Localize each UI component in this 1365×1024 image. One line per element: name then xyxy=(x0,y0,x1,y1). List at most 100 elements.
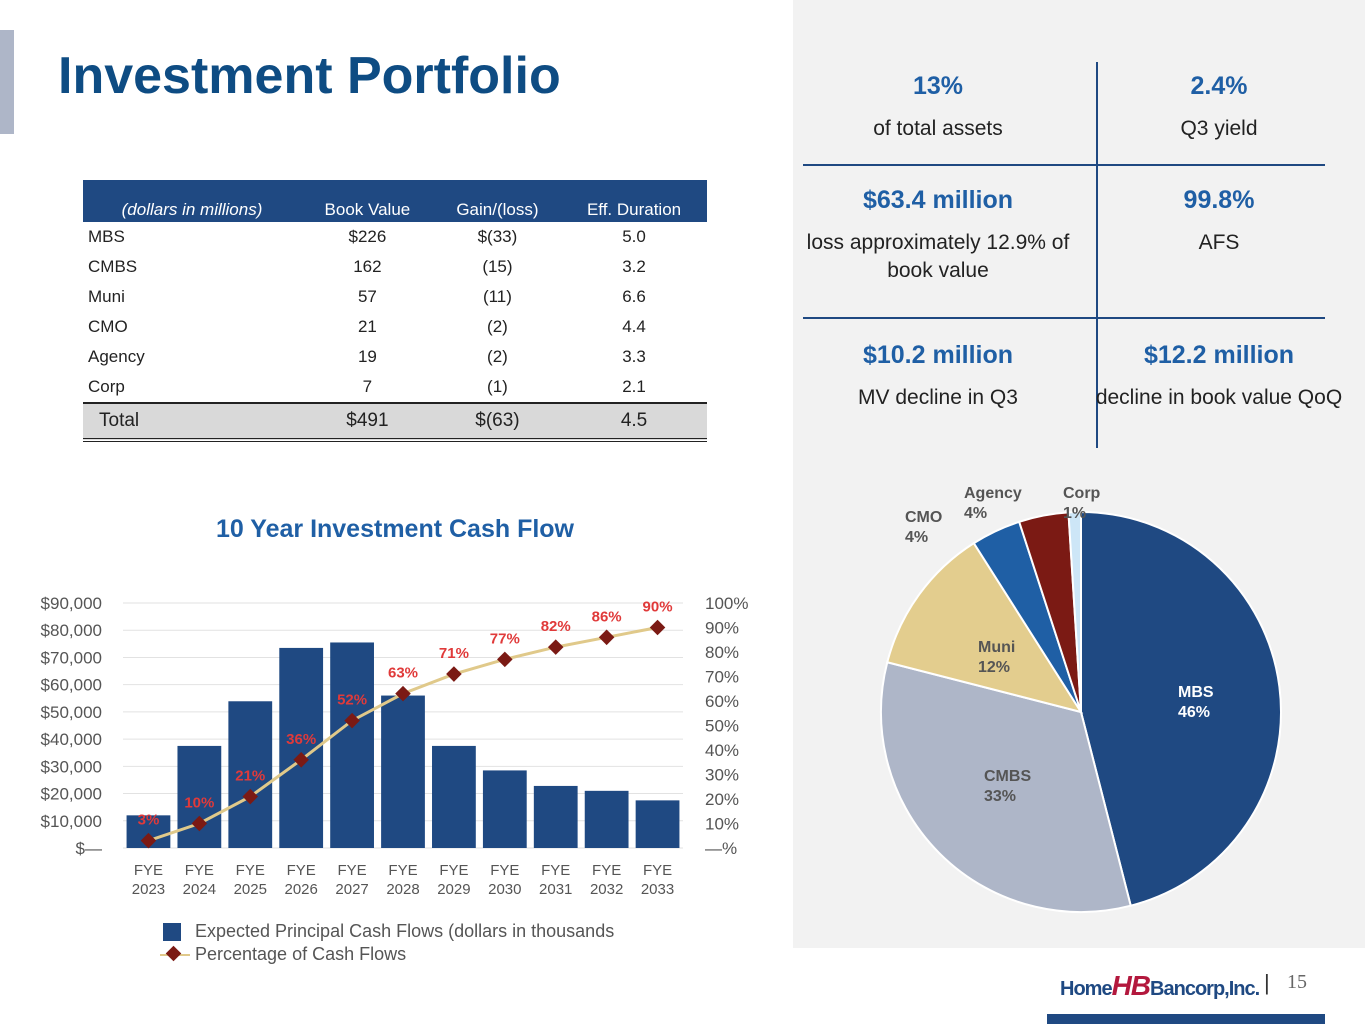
legend-item-line: Percentage of Cash Flows xyxy=(160,943,614,966)
x-category-label: 2023 xyxy=(132,881,165,898)
table-row: MBS $226 $(33) 5.0 xyxy=(83,222,707,252)
table-cell: 2.1 xyxy=(622,377,646,396)
percentage-data-label: 82% xyxy=(541,618,571,635)
x-category-label: 2033 xyxy=(641,881,674,898)
y-left-tick-label: $— xyxy=(76,839,102,858)
pie-slice-label: CMBS xyxy=(984,768,1031,785)
x-category-label: 2030 xyxy=(488,881,521,898)
table-cell: $491 xyxy=(301,402,434,442)
metric-q3-yield: 2.4% Q3 yield xyxy=(1084,72,1354,143)
cash-flow-bar xyxy=(482,770,527,848)
y-left-tick-label: $20,000 xyxy=(41,785,102,804)
footer-bar xyxy=(1047,1014,1325,1024)
portfolio-table: (dollars in millions) Book Value Gain/(l… xyxy=(83,180,707,442)
y-right-tick-label: 60% xyxy=(705,692,739,711)
table-cell: Agency xyxy=(88,347,145,366)
table-header: Gain/(loss) xyxy=(433,180,562,222)
metric-label: loss approximately 12.9% of book value xyxy=(806,231,1070,282)
table-cell: 5.0 xyxy=(622,227,646,246)
metrics-divider-horizontal xyxy=(803,164,1325,166)
table-cell: 4.5 xyxy=(561,402,707,442)
percentage-data-label: 77% xyxy=(490,630,520,647)
logo-mark: HB xyxy=(1111,970,1151,1001)
table-cell: (15) xyxy=(482,257,513,276)
cash-flow-bar xyxy=(533,785,578,848)
table-row: Muni 57 (11) 6.6 xyxy=(83,282,707,312)
table-cell: (11) xyxy=(482,287,512,306)
table-cell: 6.6 xyxy=(622,287,646,306)
percentage-marker xyxy=(497,651,513,668)
logo-text: Bancorp,Inc. xyxy=(1150,978,1260,1000)
y-right-tick-label: 30% xyxy=(705,766,739,785)
table-cell: $226 xyxy=(348,227,387,246)
x-category-label: FYE xyxy=(490,862,519,879)
percentage-marker xyxy=(344,712,360,729)
pie-slice-label: Agency xyxy=(964,485,1022,502)
metric-value: $10.2 million xyxy=(862,341,1014,369)
metric-label: AFS xyxy=(1198,231,1240,254)
table-row: Corp 7 (1) 2.1 xyxy=(83,372,707,403)
metric-label: Q3 yield xyxy=(1180,117,1258,140)
y-right-tick-label: —% xyxy=(705,839,737,858)
y-right-tick-label: 100% xyxy=(705,594,748,613)
table-cell: 162 xyxy=(353,257,382,276)
pie-slice-percent: 46% xyxy=(1178,704,1210,721)
portfolio-pie-chart: MBS 46% CMBS 33% Muni 12% CMO 4% Agency 4% Corp 1% xyxy=(880,485,1282,913)
percentage-marker xyxy=(649,619,666,636)
y-left-tick-label: $80,000 xyxy=(41,621,102,640)
company-logo: HomeHBBancorp,Inc. xyxy=(1060,970,1260,1002)
pie-slice xyxy=(880,661,1132,913)
x-category-label: 2032 xyxy=(590,881,623,898)
table-total-row: Total $491 $(63) 4.5 xyxy=(83,402,707,442)
y-left-tick-label: $40,000 xyxy=(41,730,102,749)
x-category-label: 2027 xyxy=(335,881,368,898)
legend-label: Expected Principal Cash Flows (dollars i… xyxy=(195,921,615,941)
x-category-label: 2028 xyxy=(386,881,419,898)
table-header-row: (dollars in millions) Book Value Gain/(l… xyxy=(83,180,707,222)
table-cell: $(33) xyxy=(477,227,518,246)
pie-slice-label: Corp xyxy=(1063,485,1101,502)
metric-total-assets: 13% of total assets xyxy=(803,72,1073,143)
percentage-marker xyxy=(140,832,157,849)
table-cell: 3.2 xyxy=(622,257,646,276)
table-cell: (2) xyxy=(487,347,508,366)
x-category-label: 2031 xyxy=(539,881,572,898)
y-right-tick-label: 80% xyxy=(705,643,739,662)
cash-flow-bar xyxy=(432,745,476,848)
y-right-tick-label: 50% xyxy=(705,717,739,736)
percentage-data-label: 3% xyxy=(138,812,160,829)
table-header: Book Value xyxy=(301,180,434,222)
x-category-label: FYE xyxy=(592,862,621,879)
table-cell: 7 xyxy=(362,377,373,396)
percentage-data-label: 52% xyxy=(337,692,367,709)
cash-flow-chart: $90,000 $80,000 $70,000 $60,000 $50,000 $40,0… xyxy=(41,594,749,898)
x-category-label: FYE xyxy=(134,862,163,879)
y-right-tick-label: 90% xyxy=(705,619,739,638)
x-category-label: 2026 xyxy=(284,881,317,898)
metric-value: $63.4 million xyxy=(862,186,1014,214)
legend-item-bars: Expected Principal Cash Flows (dollars i… xyxy=(160,920,614,943)
pie-slice-percent: 4% xyxy=(905,529,928,546)
pie-slice xyxy=(886,541,1084,714)
y-left-tick-label: $50,000 xyxy=(41,703,102,722)
table-cell: 57 xyxy=(357,287,377,306)
metric-afs: 99.8% AFS xyxy=(1084,186,1354,257)
y-left-tick-label: $30,000 xyxy=(41,757,102,776)
metric-value: 99.8% xyxy=(1183,186,1255,214)
pie-slice xyxy=(1080,510,1282,907)
pie-slice-percent: 12% xyxy=(978,659,1010,676)
metrics-divider-vertical xyxy=(1096,62,1098,448)
x-category-label: FYE xyxy=(541,862,570,879)
legend-swatch-line xyxy=(160,947,190,963)
table-cell: CMBS xyxy=(88,257,138,276)
y-right-tick-label: 20% xyxy=(705,790,739,809)
metric-mv-decline: $10.2 million MV decline in Q3 xyxy=(803,341,1073,412)
cash-flow-chart-title: 10 Year Investment Cash Flow xyxy=(215,515,575,543)
metrics-divider-horizontal xyxy=(803,317,1325,319)
x-category-label: 2029 xyxy=(437,881,470,898)
legend-swatch-bar xyxy=(163,922,181,941)
cash-flow-legend: Expected Principal Cash Flows (dollars i… xyxy=(160,920,614,966)
cash-flow-bar xyxy=(330,642,374,848)
metric-label: decline in book value QoQ xyxy=(1095,386,1343,409)
cash-flow-bar xyxy=(228,701,273,848)
